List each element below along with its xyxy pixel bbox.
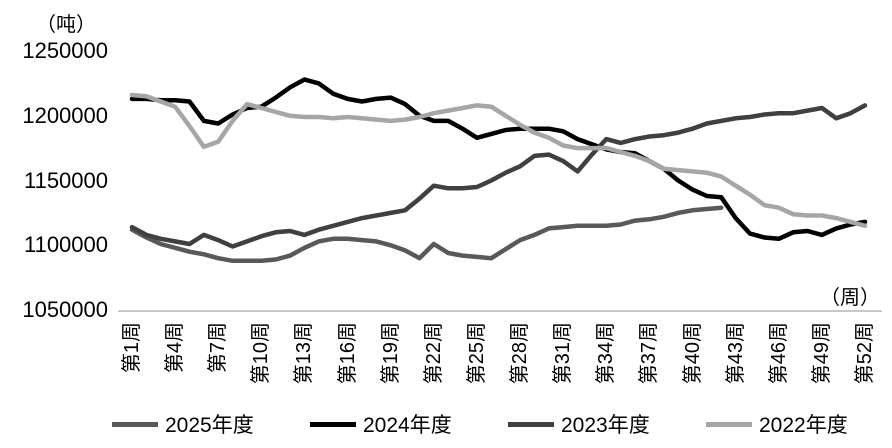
x-tick-label: 第37周: [638, 322, 661, 385]
legend-line-swatch: [508, 421, 554, 427]
legend-item: 2024年度: [310, 410, 452, 438]
x-tick-label: 第52周: [854, 322, 877, 385]
x-tick-label: 第34周: [595, 322, 618, 385]
legend-item: 2025年度: [112, 410, 254, 438]
legend-line-swatch: [706, 421, 752, 427]
y-tick-label: 1250000: [22, 38, 108, 63]
x-axis-unit-label: （周）: [820, 287, 880, 309]
legend-item: 2023年度: [508, 410, 650, 438]
legend-line-swatch: [310, 421, 356, 427]
series-line-2022: [129, 92, 868, 229]
x-tick-label: 第16周: [336, 322, 359, 385]
legend-label: 2025年度: [165, 414, 254, 437]
legend-label: 2023年度: [561, 414, 650, 437]
x-tick-label: 第31周: [552, 322, 575, 385]
legend-label: 2024年度: [363, 414, 452, 437]
series-line-2023: [129, 103, 868, 249]
y-axis-unit-label: （吨）: [36, 14, 96, 36]
x-tick-label: 第28周: [509, 322, 532, 385]
x-tick-label: 第46周: [767, 322, 790, 385]
x-tick-label: 第10周: [250, 322, 273, 385]
x-tick-label: 第1周: [121, 322, 143, 374]
x-tick-label: 第19周: [379, 322, 402, 385]
x-tick-label: 第13周: [293, 322, 316, 385]
y-tick-label: 1100000: [23, 232, 108, 258]
x-tick-label: 第40周: [681, 322, 704, 385]
y-tick-label: 1050000: [22, 297, 108, 322]
x-tick-label: 第49周: [810, 322, 833, 385]
y-tick-label: 1200000: [22, 102, 108, 128]
legend-item: 2022年度: [706, 410, 848, 438]
legend-line-swatch: [112, 421, 158, 427]
x-tick-label: 第43周: [724, 322, 747, 385]
legend-label: 2022年度: [759, 414, 848, 437]
x-tick-label: 第7周: [207, 322, 230, 374]
x-tick-label: 第25周: [465, 322, 488, 385]
x-tick-label: 第4周: [164, 322, 187, 374]
y-tick-label: 1150000: [23, 167, 108, 193]
x-tick-label: 第22周: [422, 322, 445, 385]
series-line-2024: [129, 77, 868, 242]
series-line-2025: [129, 205, 724, 264]
